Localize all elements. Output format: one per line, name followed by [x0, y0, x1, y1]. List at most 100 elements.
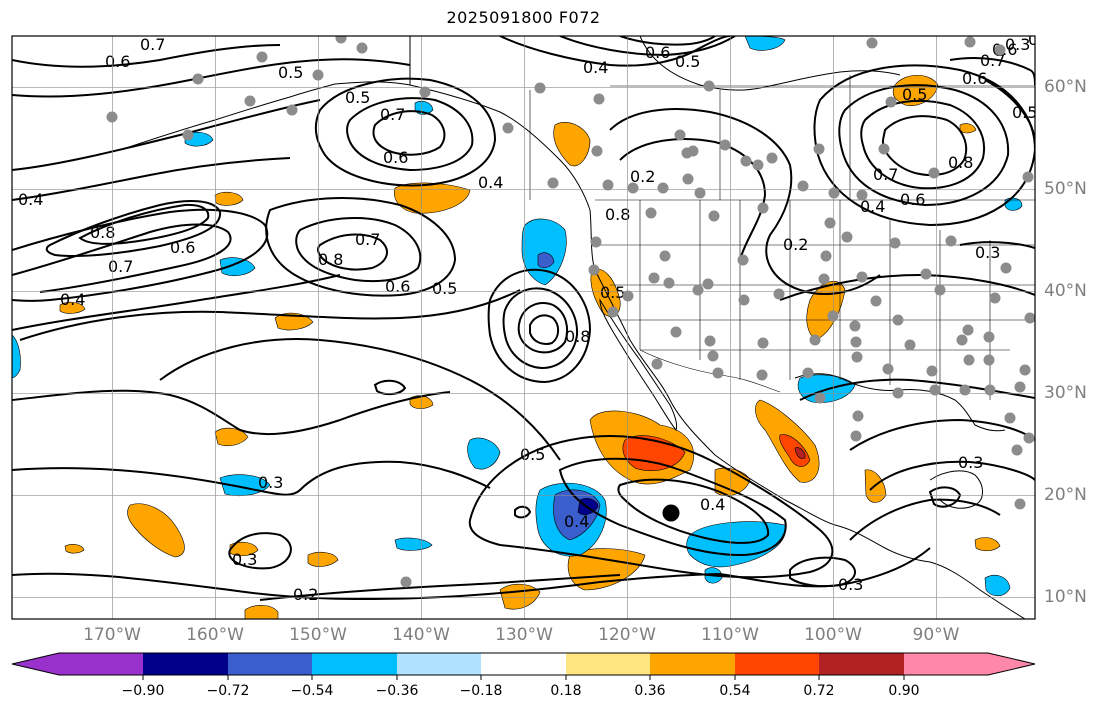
contour-continent-03-east3: [849, 418, 1035, 451]
contour-cutoff-low-2: [502, 287, 579, 370]
colorbar-outline: [11, 652, 1036, 676]
contour-label: 0.6: [105, 52, 130, 71]
colorbar-tick-label: −0.72: [206, 683, 250, 699]
colorbar: [11, 652, 1036, 680]
station-dot: [590, 236, 602, 248]
station-dot: [702, 278, 714, 290]
station-dot: [547, 177, 559, 189]
colorbar-tick-label: 0.72: [803, 683, 835, 699]
contour-hudson-high-4: [881, 115, 968, 177]
contour-continent-03-east: [779, 273, 1035, 301]
contour-pacific-small-1: [514, 505, 532, 519]
station-dot: [928, 167, 940, 179]
contour-label: 0.8: [318, 250, 343, 269]
lon-tick-label: 140°W: [392, 625, 450, 645]
station-dot: [602, 179, 614, 191]
lon-tick-label: 150°W: [289, 625, 347, 645]
lat-tick-label: 30°N: [1044, 383, 1087, 403]
station-dot: [687, 145, 699, 157]
contour-label: 0.3: [1028, 30, 1053, 49]
station-markers: [106, 36, 1035, 588]
colorbar-bin: [566, 653, 651, 675]
contour-label: 0.7: [980, 51, 1005, 70]
contour-label: 0.2: [293, 585, 318, 604]
station-dot: [802, 367, 814, 379]
station-dot: [964, 36, 976, 48]
station-dot: [312, 69, 324, 81]
station-dot: [694, 187, 706, 199]
station-dot: [645, 207, 657, 219]
station-dot: [818, 273, 830, 285]
station-dot: [850, 336, 862, 348]
station-dot: [659, 250, 671, 262]
contour-mexico-04-1: [558, 457, 787, 557]
shade-brown-gulf: [794, 447, 806, 459]
station-dot: [244, 95, 256, 107]
station-dot: [400, 576, 412, 588]
contour-central-03: [849, 498, 1001, 541]
station-dot: [856, 271, 868, 283]
station-dot: [256, 51, 268, 63]
station-dot: [870, 295, 882, 307]
colorbar-min-arrow: [12, 653, 59, 675]
contour-cutoff-low-1: [487, 268, 592, 384]
contour-gulf-03: [928, 486, 962, 508]
contour-label: 0.2: [630, 167, 655, 186]
station-dot: [1000, 262, 1012, 274]
station-dot: [850, 430, 862, 442]
colorbar-max-arrow: [988, 653, 1035, 675]
coastline-yucatan: [929, 470, 983, 509]
lat-tick-label: 60°N: [1044, 77, 1087, 97]
colorbar-bin: [397, 653, 482, 675]
station-dot: [994, 44, 1006, 56]
shade-blue-coast: [521, 218, 567, 286]
contour-lines: [12, 36, 1035, 601]
contour-hudson-high-3: [860, 99, 986, 190]
station-dot: [591, 145, 603, 157]
contour-label: 0.7: [873, 165, 898, 184]
map-frame: [11, 35, 1036, 620]
station-dot: [1022, 171, 1034, 183]
station-dot: [651, 358, 663, 370]
contour-northwest-3: [12, 99, 321, 171]
station-dot: [740, 155, 752, 167]
contour-pacific-low-4: [78, 203, 210, 245]
station-dot: [738, 294, 750, 306]
contour-mid-high-1: [265, 197, 457, 297]
contour-mid-high-3: [316, 233, 388, 271]
contour-label: 0.6: [170, 238, 195, 257]
station-dot: [813, 143, 825, 155]
contour-03-west: [12, 389, 451, 436]
shade-orange-east-1: [974, 537, 1001, 552]
coastline-gulf: [794, 373, 1006, 432]
station-dot: [1011, 444, 1023, 456]
station-dot: [766, 152, 778, 164]
station-dot: [756, 369, 768, 381]
colorbar-tick-label: 0.54: [719, 683, 751, 699]
contour-east-03: [959, 241, 1035, 249]
contour-mid-high-2: [295, 217, 422, 283]
station-dot: [692, 284, 704, 296]
station-dot: [708, 210, 720, 222]
shade-orange-west-3: [274, 312, 314, 331]
station-dot: [841, 231, 853, 243]
contour-02-south: [259, 574, 621, 601]
contour-label: 0.7: [380, 105, 405, 124]
station-dot: [934, 284, 946, 296]
colorbar-bin: [735, 653, 820, 675]
contour-label: 0.3: [838, 575, 863, 594]
contour-label: 0.4: [18, 190, 43, 209]
contour-mexico-05: [468, 435, 834, 579]
contour-gulf-alaska-2: [346, 97, 474, 172]
contour-label: 0.4: [583, 58, 608, 77]
station-dot: [882, 363, 894, 375]
shade-orange-alaska: [553, 121, 591, 167]
contour-label: 0.5: [520, 445, 545, 464]
lon-tick-label: 130°W: [495, 625, 553, 645]
contour-label: 0.4: [60, 290, 85, 309]
colorbar-bin: [481, 653, 566, 675]
shade-blue-caribbean: [984, 575, 1011, 597]
contour-continent-03-east4: [869, 460, 1035, 491]
colorbar-tick-label: −0.54: [290, 683, 334, 699]
contour-gulf-alaska-1: [314, 77, 497, 187]
